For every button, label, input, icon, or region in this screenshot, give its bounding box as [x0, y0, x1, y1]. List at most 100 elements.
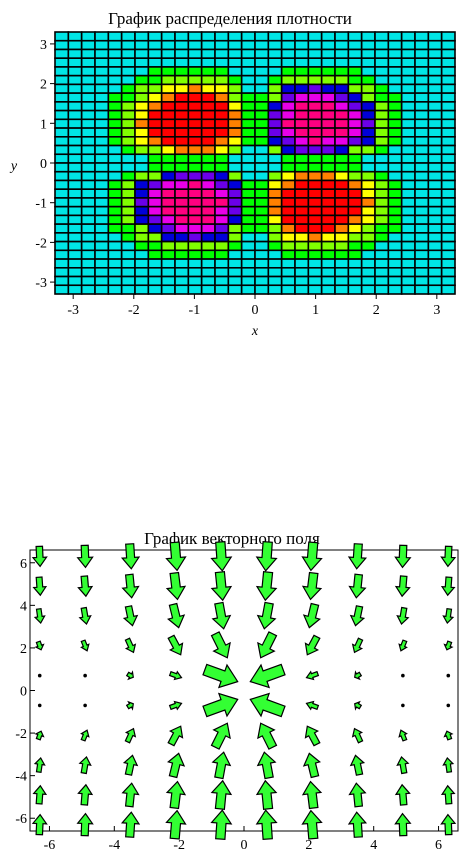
heatmap-cell [307, 144, 323, 156]
heatmap-cell [440, 118, 456, 129]
heatmap-cell [347, 109, 363, 121]
heatmap-cell [440, 83, 456, 94]
heatmap-cell [267, 118, 283, 129]
heatmap-cell [214, 188, 230, 199]
heatmap-cell [187, 249, 203, 260]
heatmap-cell [320, 232, 336, 243]
heatmap-cell [120, 240, 136, 252]
heatmap-cell [307, 31, 323, 42]
heatmap-cell [440, 31, 456, 42]
vector-arrow [255, 779, 278, 810]
vector-arrow [210, 631, 231, 659]
heatmap-cell [374, 284, 390, 295]
heatmap-cell [280, 136, 296, 147]
heatmap-cell [240, 118, 256, 129]
density-chart-title: График распределения плотности [108, 9, 352, 28]
heatmap-cell [160, 162, 176, 173]
heatmap-cell [360, 223, 376, 234]
heatmap-cell [80, 249, 96, 260]
heatmap-cell [294, 170, 310, 182]
heatmap-cell [147, 153, 163, 164]
heatmap-cell [147, 74, 163, 86]
heatmap-cell [147, 144, 163, 156]
heatmap-cell [360, 197, 376, 208]
heatmap-cell [414, 101, 430, 112]
heatmap-cell [160, 205, 176, 217]
heatmap-cell [334, 48, 350, 60]
heatmap-cell [347, 144, 363, 156]
x-tick-label: -3 [67, 303, 79, 318]
heatmap-cell [200, 214, 216, 225]
heatmap-cell [200, 48, 216, 60]
vector-chart-frame [29, 549, 459, 832]
heatmap-cell [294, 275, 310, 287]
heatmap-cell [427, 39, 443, 51]
heatmap-cell [440, 127, 456, 138]
heatmap-cell [120, 284, 136, 295]
heatmap-cell [254, 118, 270, 129]
heatmap-cell [160, 48, 176, 60]
heatmap-cell [267, 66, 283, 77]
vector-arrow [256, 751, 277, 780]
heatmap-cell [320, 258, 336, 269]
heatmap-cell [120, 179, 136, 190]
vector-arrow [443, 730, 454, 741]
vector-arrow [304, 725, 321, 747]
heatmap-cell [174, 31, 190, 42]
heatmap-cell [387, 39, 403, 51]
heatmap-cell [414, 118, 430, 129]
vector-arrow [121, 782, 140, 808]
vector-arrow [202, 663, 239, 689]
heatmap-cell [240, 223, 256, 234]
heatmap-cell [334, 101, 350, 112]
heatmap-cell [427, 136, 443, 147]
vector-arrow [401, 673, 405, 678]
heatmap-cell [80, 162, 96, 173]
heatmap-cell [254, 284, 270, 295]
heatmap-cell [400, 284, 416, 295]
heatmap-cell [294, 118, 310, 129]
heatmap-cell [227, 232, 243, 243]
heatmap-cell [400, 144, 416, 156]
heatmap-cell [267, 57, 283, 68]
heatmap-cell [80, 223, 96, 234]
heatmap-cell [134, 109, 150, 121]
heatmap-cell [240, 249, 256, 260]
heatmap-cell [280, 214, 296, 225]
heatmap-cell [80, 188, 96, 199]
heatmap-cell [187, 223, 203, 234]
heatmap-cell [174, 136, 190, 147]
vector-arrow [443, 640, 454, 651]
heatmap-cell [214, 101, 230, 112]
heatmap-cell [160, 249, 176, 260]
heatmap-cell [214, 48, 230, 60]
heatmap-cell [240, 66, 256, 77]
heatmap-cells [54, 31, 456, 295]
heatmap-cell [440, 136, 456, 147]
heatmap-cell [387, 197, 403, 208]
heatmap-cell [427, 118, 443, 129]
heatmap-cell [440, 101, 456, 112]
vector-arrow [351, 637, 364, 654]
heatmap-cell [134, 48, 150, 60]
heatmap-cell [174, 127, 190, 138]
heatmap-cell [94, 223, 110, 234]
heatmap-cell [254, 275, 270, 287]
heatmap-cell [160, 275, 176, 287]
heatmap-cell [160, 127, 176, 138]
heatmap-cell [280, 240, 296, 252]
heatmap-cell [374, 214, 390, 225]
heatmap-cell [147, 136, 163, 147]
heatmap-cell [94, 240, 110, 252]
heatmap-cell [227, 197, 243, 208]
heatmap-cell [440, 205, 456, 217]
heatmap-cell [67, 179, 83, 190]
heatmap-cell [227, 48, 243, 60]
heatmap-cell [414, 92, 430, 103]
heatmap-cell [387, 266, 403, 278]
heatmap-cell [440, 92, 456, 103]
heatmap-cell [387, 109, 403, 121]
heatmap-cell [400, 232, 416, 243]
heatmap-cell [427, 83, 443, 94]
